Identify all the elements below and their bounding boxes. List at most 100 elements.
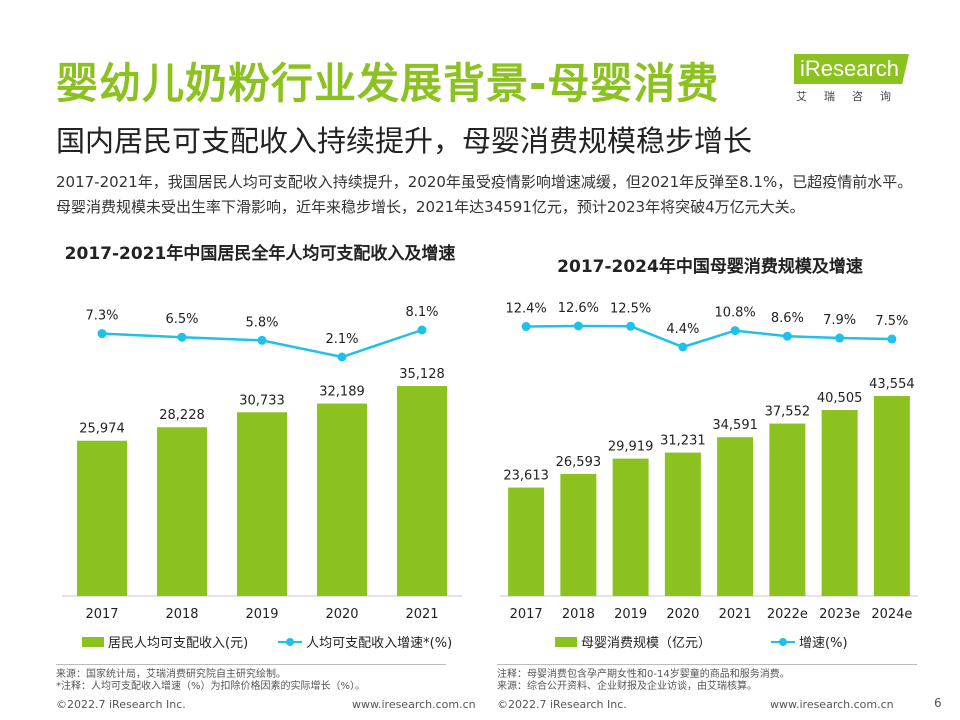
c2-tick-2021: 2021 xyxy=(719,607,752,622)
c2-tick-2018: 2018 xyxy=(562,607,595,622)
c2-growth-point-2020 xyxy=(678,342,688,352)
c2-tick-2022e: 2022e xyxy=(767,607,808,622)
c1-bar-2017 xyxy=(77,440,127,596)
c1-bar-2018 xyxy=(157,427,207,596)
c2-bar-label-2021: 34,591 xyxy=(712,418,758,433)
legend-label-income: 居民人均可支配收入(元) xyxy=(108,636,249,651)
c2-bar-2018 xyxy=(560,473,597,596)
c2-growth-point-2023e xyxy=(835,333,845,343)
logo-brand: iResearch xyxy=(794,54,910,84)
c1-growth-point-2019 xyxy=(257,335,267,345)
legend-line-swatch xyxy=(278,637,303,646)
chart2-legend: 母婴消费规模（亿元） 增速(%) xyxy=(555,632,878,651)
c1-bar-label-2021: 35,128 xyxy=(399,367,445,382)
c1-growth-point-2017 xyxy=(97,329,107,339)
page-number: 6 xyxy=(934,696,942,710)
legend-bar-swatch xyxy=(82,636,104,647)
c2-tick-2024e: 2024e xyxy=(871,607,912,622)
c2-growth-label-2024e: 7.5% xyxy=(875,314,908,329)
c2-growth-label-2019: 12.5% xyxy=(610,301,651,316)
c2-bar-2017 xyxy=(508,487,545,596)
c2-tick-2020: 2020 xyxy=(666,607,699,622)
c2-bar-label-2024e: 43,554 xyxy=(869,377,915,392)
c2-bar-2020 xyxy=(664,452,701,596)
left-source-note: 来源：国家统计局，艾瑞消费研究院自主研究绘制。 xyxy=(56,669,286,680)
c1-growth-label-2018: 6.5% xyxy=(165,312,198,327)
c2-growth-line xyxy=(526,324,892,349)
c1-growth-point-2020 xyxy=(337,352,347,362)
legend-label-income-growth: 人均可支配收入增速*(%) xyxy=(306,636,453,651)
c2-growth-point-2019 xyxy=(626,321,636,331)
legend-label-consumption-growth: 增速(%) xyxy=(799,636,848,651)
legend-item-income: 居民人均可支配收入(元) xyxy=(82,632,248,651)
footer-copyright-right: ©2022.7 iResearch Inc. xyxy=(497,698,627,711)
c2-bar-2022e xyxy=(769,423,806,596)
legend-item-consumption-growth: 增速(%) xyxy=(771,632,848,651)
c1-bar-2019 xyxy=(237,412,287,596)
c2-growth-label-2017: 12.4% xyxy=(505,302,546,317)
c2-bar-2024e xyxy=(873,396,910,596)
legend-item-income-growth: 人均可支配收入增速*(%) xyxy=(278,632,452,651)
page-title: 婴幼儿奶粉行业发展背景-母婴消费 xyxy=(56,59,720,108)
c2-bar-label-2022e: 37,552 xyxy=(765,405,811,420)
c2-growth-point-2022e xyxy=(782,331,792,341)
c1-tick-2018: 2018 xyxy=(165,607,198,622)
c2-bar-label-2019: 29,919 xyxy=(608,440,654,455)
c1-bar-label-2017: 25,974 xyxy=(79,422,125,437)
c2-bar-2023e xyxy=(821,410,858,596)
chart1-legend: 居民人均可支配收入(元) 人均可支配收入增速*(%) xyxy=(82,632,482,651)
c1-growth-point-2021 xyxy=(417,325,427,335)
c1-growth-label-2020: 2.1% xyxy=(325,332,358,347)
left-footer-divider xyxy=(56,664,446,665)
footer-website-right[interactable]: www.iresearch.com.cn xyxy=(770,698,894,711)
c1-tick-2021: 2021 xyxy=(405,607,438,622)
legend-item-consumption: 母婴消费规模（亿元） xyxy=(555,632,711,651)
c1-growth-label-2021: 8.1% xyxy=(405,305,438,320)
c2-growth-point-2021 xyxy=(730,326,740,336)
legend-line-swatch xyxy=(771,637,796,646)
c1-bar-label-2020: 32,189 xyxy=(319,385,365,400)
c2-growth-label-2021: 10.8% xyxy=(714,306,755,321)
right-footnote: 注释：母婴消费包含孕产期女性和0-14岁婴童的商品和服务消费。 xyxy=(497,669,790,680)
c1-tick-2020: 2020 xyxy=(325,607,358,622)
c2-growth-label-2023e: 7.9% xyxy=(823,313,856,328)
c2-bar-label-2018: 26,593 xyxy=(556,455,602,470)
c2-bar-2021 xyxy=(717,437,754,596)
c2-bar-label-2020: 31,231 xyxy=(660,434,706,449)
legend-label-consumption: 母婴消费规模（亿元） xyxy=(581,636,712,651)
c2-tick-2019: 2019 xyxy=(614,607,647,622)
footer-copyright-left: ©2022.7 iResearch Inc. xyxy=(56,698,186,711)
c1-growth-label-2019: 5.8% xyxy=(245,315,278,330)
footer-website-left[interactable]: www.iresearch.com.cn xyxy=(352,698,476,711)
page-subtitle: 国内居民可支配收入持续提升，母婴消费规模稳步增长 xyxy=(56,124,753,158)
c2-bar-label-2017: 23,613 xyxy=(503,469,549,484)
c1-bar-2020 xyxy=(317,403,367,596)
right-footer-divider xyxy=(497,664,917,665)
c2-growth-label-2022e: 8.6% xyxy=(771,311,804,326)
c2-growth-point-2024e xyxy=(887,334,897,344)
legend-bar-swatch xyxy=(555,636,577,647)
c2-bar-label-2023e: 40,505 xyxy=(817,391,863,406)
left-footnote: *注释：人均可支配收入增速（%）为扣除价格因素的实际增长（%）。 xyxy=(56,681,366,692)
c1-bar-label-2019: 30,733 xyxy=(239,393,285,408)
c1-growth-point-2018 xyxy=(177,332,187,342)
c2-tick-2023e: 2023e xyxy=(819,607,860,622)
c1-growth-label-2017: 7.3% xyxy=(85,309,118,324)
c1-bar-2021 xyxy=(397,386,447,596)
c1-tick-2017: 2017 xyxy=(85,607,118,622)
c2-growth-label-2018: 12.6% xyxy=(558,301,599,316)
c1-tick-2019: 2019 xyxy=(245,607,278,622)
c2-tick-2017: 2017 xyxy=(510,607,543,622)
intro-paragraph: 2017-2021年，我国居民人均可支配收入持续提升，2020年虽受疫情影响增速… xyxy=(56,173,913,216)
c2-bar-2019 xyxy=(612,458,649,596)
c1-bar-label-2018: 28,228 xyxy=(159,408,205,423)
c2-growth-point-2017 xyxy=(521,322,531,332)
iresearch-logo: iResearch 艾瑞咨询 xyxy=(794,50,914,106)
chart1-title: 2017-2021年中国居民全年人均可支配收入及增速 xyxy=(64,244,456,264)
right-source-note: 来源：综合公开资料、企业财报及企业访谈，由艾瑞核算。 xyxy=(497,681,757,692)
chart2-title: 2017-2024年中国母婴消费规模及增速 xyxy=(557,257,863,277)
logo-subtext: 艾瑞咨询 xyxy=(796,90,908,103)
c2-growth-point-2018 xyxy=(573,321,583,331)
c2-growth-label-2020: 4.4% xyxy=(666,322,699,337)
